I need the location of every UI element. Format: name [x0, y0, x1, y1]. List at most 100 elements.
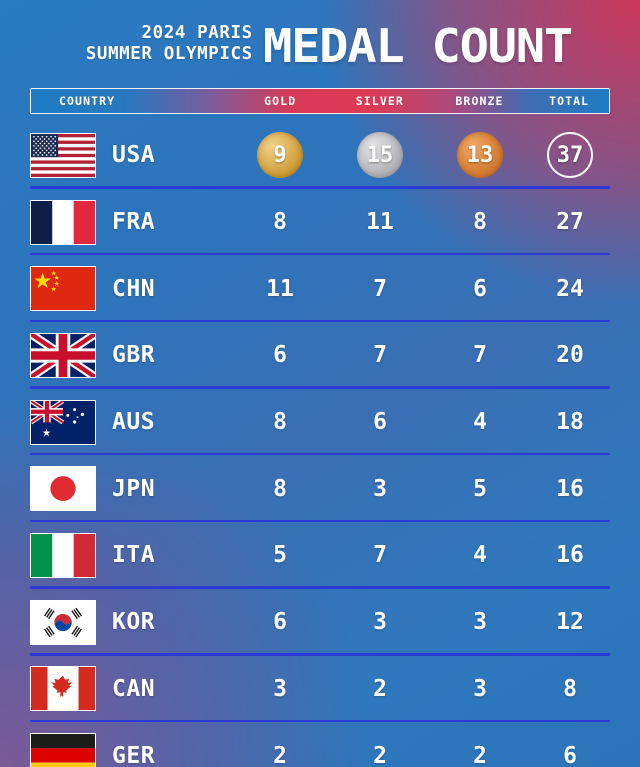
flag-china-icon [30, 266, 96, 312]
gold-count: 9 [230, 132, 330, 179]
country-code: FRA [112, 209, 156, 236]
bronze-count: 8 [473, 209, 487, 236]
country-code: ITA [112, 542, 156, 569]
row-divider [30, 586, 610, 589]
country-cell: FRA [30, 199, 230, 245]
silver-medal-icon: 15 [357, 132, 403, 179]
table-row[interactable]: JPN 8 3 5 16 [30, 455, 610, 523]
column-header-country: COUNTRY [59, 94, 116, 108]
country-cell: GBR [30, 332, 230, 378]
silver-count: 7 [373, 342, 387, 369]
page-title: MEDAL COUNT [262, 19, 573, 73]
country-cell: USA [30, 132, 230, 178]
country-cell: CAN [30, 666, 230, 712]
silver-count: 15 [330, 132, 430, 179]
row-divider [30, 386, 610, 389]
column-header-gold: GOLD [264, 94, 297, 108]
gold-count: 8 [273, 409, 287, 436]
row-divider [30, 519, 610, 523]
row-divider [30, 719, 610, 723]
country-cell: KOR [30, 599, 230, 645]
table-row[interactable]: AUS 8 6 4 18 [30, 389, 610, 456]
total-count: 8 [563, 675, 577, 702]
table-row[interactable]: ITA 5 7 4 16 [30, 522, 610, 589]
medal-table-body: USA 9 15 13 37 FRA 8 11 8 27 CHN 11 7 6 24 GBR 6 7 7 20 [30, 122, 610, 767]
gold-count: 11 [266, 275, 294, 302]
table-row[interactable]: KOR 6 3 3 12 [30, 589, 610, 656]
gold-count: 3 [273, 675, 287, 702]
country-cell: JPN [30, 466, 230, 512]
total-count: 12 [556, 609, 584, 636]
total-count: 24 [556, 275, 584, 302]
country-code: CHN [112, 275, 156, 302]
country-code: GER [112, 742, 156, 767]
country-code: USA [112, 142, 156, 169]
flag-usa-icon [30, 132, 96, 178]
table-header-row: COUNTRY GOLD SILVER BRONZE TOTAL [30, 88, 610, 114]
country-cell: CHN [30, 266, 230, 312]
country-code: CAN [112, 675, 156, 702]
total-count: 37 [530, 132, 610, 179]
gold-count: 2 [273, 742, 287, 767]
table-row[interactable]: FRA 8 11 8 27 [30, 189, 610, 256]
silver-count: 2 [373, 742, 387, 767]
total-ring-icon: 37 [547, 132, 593, 179]
flag-italy-icon [30, 532, 96, 578]
country-code: KOR [112, 609, 156, 636]
column-header-total: TOTAL [549, 94, 590, 108]
flag-japan-icon [30, 466, 96, 512]
subtitle-line-2: SUMMER OLYMPICS [85, 44, 253, 64]
subtitle: 2024 PARIS SUMMER OLYMPICS [86, 23, 253, 70]
gold-count: 6 [273, 609, 287, 636]
column-header-silver: SILVER [355, 94, 404, 108]
row-divider [30, 186, 610, 189]
bronze-count: 4 [473, 409, 487, 436]
country-code: JPN [112, 475, 156, 502]
bronze-count: 6 [473, 275, 487, 302]
gold-count: 8 [273, 209, 287, 236]
bronze-count: 5 [473, 475, 487, 502]
flag-france-icon [30, 199, 96, 245]
bronze-count: 4 [473, 542, 487, 569]
bronze-count: 7 [473, 342, 487, 369]
row-divider [30, 653, 610, 656]
gold-medal-icon: 9 [257, 132, 303, 179]
row-divider [30, 452, 610, 456]
country-cell: ITA [30, 532, 230, 578]
silver-count: 2 [373, 675, 387, 702]
gold-count: 6 [273, 342, 287, 369]
title-block: 2024 PARIS SUMMER OLYMPICS MEDAL COUNT [0, 22, 640, 70]
flag-korea-icon [30, 599, 96, 645]
table-row[interactable]: CHN 11 7 6 24 [30, 255, 610, 323]
gold-count: 8 [273, 475, 287, 502]
country-cell: AUS [30, 399, 230, 445]
total-count: 20 [556, 342, 584, 369]
total-count: 18 [556, 409, 584, 436]
table-row[interactable]: GBR 6 7 7 20 [30, 322, 610, 389]
row-divider [30, 319, 610, 323]
total-count: 16 [556, 475, 584, 502]
row-divider [30, 252, 610, 256]
silver-count: 11 [366, 209, 394, 236]
silver-count: 3 [373, 609, 387, 636]
flag-australia-icon [30, 399, 96, 445]
bronze-count: 3 [473, 609, 487, 636]
table-row[interactable]: CAN 3 2 3 8 [30, 656, 610, 723]
table-row[interactable]: GER 2 2 2 6 [30, 722, 610, 767]
silver-count: 6 [373, 409, 387, 436]
table-row[interactable]: USA 9 15 13 37 [30, 122, 610, 189]
total-count: 16 [556, 542, 584, 569]
silver-count: 7 [373, 542, 387, 569]
subtitle-line-1: 2024 PARIS [141, 23, 253, 43]
flag-uk-icon [30, 332, 96, 378]
total-count: 6 [563, 742, 577, 767]
country-code: GBR [112, 342, 156, 369]
flag-germany-icon [30, 733, 96, 767]
bronze-count: 13 [430, 132, 530, 179]
country-code: AUS [112, 409, 156, 436]
total-count: 27 [556, 209, 584, 236]
column-header-bronze: BRONZE [455, 94, 504, 108]
bronze-medal-icon: 13 [457, 132, 503, 179]
country-cell: GER [30, 733, 230, 767]
